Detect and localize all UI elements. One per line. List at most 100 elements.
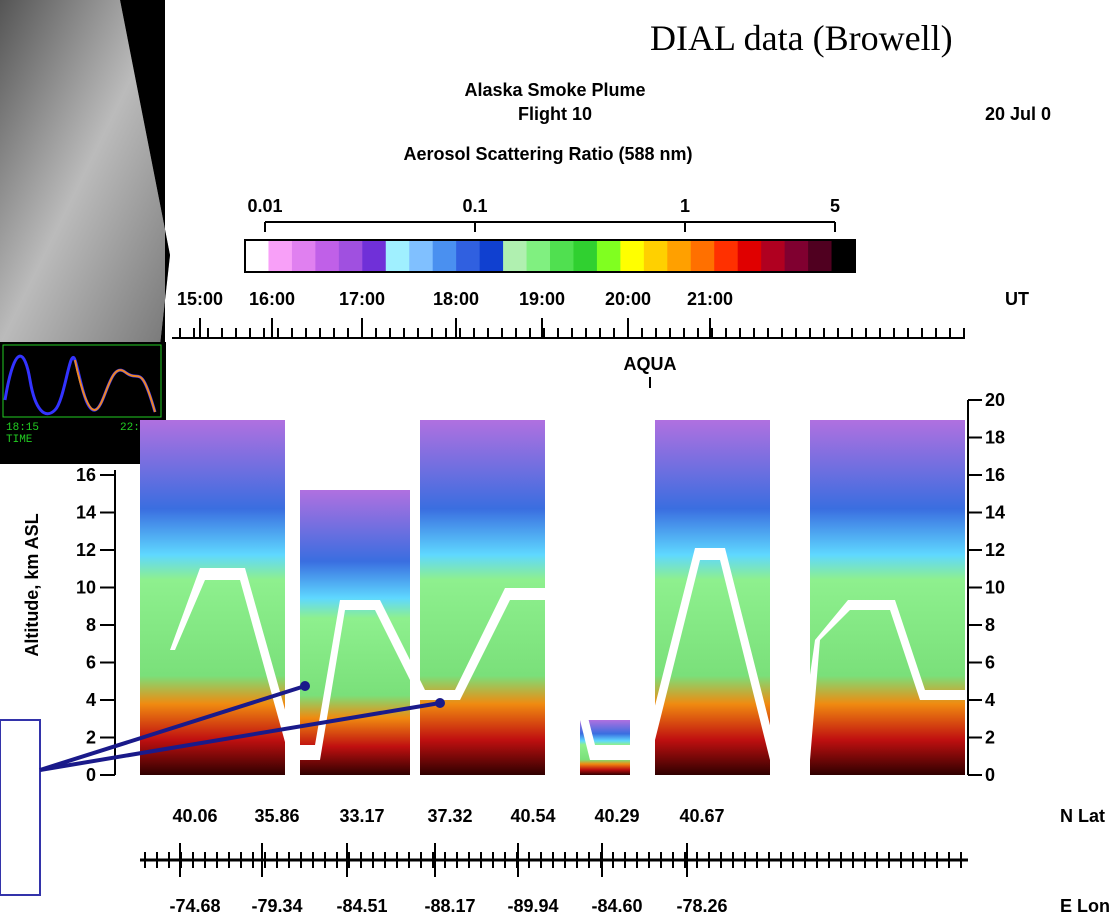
image-border: [120, 0, 170, 345]
lat-label: 35.86: [254, 806, 299, 826]
right-tick-label: 0: [985, 765, 995, 785]
colorbar-cell: [503, 240, 528, 272]
plot-date: 20 Jul 0: [985, 104, 1051, 124]
arrow-head: [300, 681, 310, 691]
colorbar-cell: [526, 240, 551, 272]
lon-label: -74.68: [169, 896, 220, 916]
arrow: [39, 684, 306, 772]
colorbar-cell: [385, 240, 410, 272]
colorbar-cell: [573, 240, 598, 272]
colorbar-cell: [479, 240, 504, 272]
lat-label: 37.32: [427, 806, 472, 826]
colorbar-tick-label: 1: [680, 196, 690, 216]
right-tick-label: 10: [985, 578, 1005, 598]
colorbar-cell: [432, 240, 457, 272]
right-tick-label: 2: [985, 728, 995, 748]
time-tick-label: 16:00: [249, 289, 295, 309]
right-tick-label: 16: [985, 465, 1005, 485]
lat-label: 40.06: [172, 806, 217, 826]
left-tick-label: 8: [86, 615, 96, 635]
time-tick-label: 17:00: [339, 289, 385, 309]
curtain-segment: [810, 420, 965, 775]
lat-label: 33.17: [339, 806, 384, 826]
time-unit: UT: [1005, 289, 1029, 309]
time-tick-label: 21:00: [687, 289, 733, 309]
colorbar-cell: [362, 240, 387, 272]
lat-label: 40.54: [510, 806, 555, 826]
lat-label: N Lat: [1060, 806, 1105, 826]
callout-box: [0, 719, 41, 896]
colorbar-cell: [831, 240, 856, 272]
colorbar-cell: [338, 240, 363, 272]
left-tick-label: 2: [86, 728, 96, 748]
right-tick-label: 4: [985, 690, 995, 710]
colorbar-cell: [737, 240, 762, 272]
left-tick-label: 4: [86, 690, 96, 710]
left-tick-label: 16: [76, 465, 96, 485]
colorbar-tick-label: 5: [830, 196, 840, 216]
colorbar-cell: [268, 240, 293, 272]
plot-title: Flight 10: [518, 104, 592, 124]
satellite-image: [0, 0, 170, 345]
lon-label: -84.51: [336, 896, 387, 916]
inset-curve-2: [74, 359, 156, 413]
colorbar-cell: [550, 240, 574, 272]
colorbar-cell: [714, 240, 739, 272]
left-tick-label: 6: [86, 653, 96, 673]
lat-label: 40.29: [594, 806, 639, 826]
colorbar-tick-label: 0.1: [462, 196, 487, 216]
lon-label: -78.26: [676, 896, 727, 916]
flight-gap: [170, 548, 965, 760]
colorbar-cell: [620, 240, 645, 272]
inset-axis: TIME: [6, 434, 33, 446]
left-tick-label: 12: [76, 540, 96, 560]
right-tick-label: 8: [985, 615, 995, 635]
lon-label: -84.60: [591, 896, 642, 916]
colorbar-cell: [245, 240, 269, 272]
colorbar-cell: [456, 240, 481, 272]
inset-panel: [0, 342, 166, 464]
colorbar-cell: [291, 240, 316, 272]
colorbar-cell: [667, 240, 692, 272]
lat-label: 40.67: [679, 806, 724, 826]
colorbar-cell: [596, 240, 621, 272]
right-tick-label: 14: [985, 503, 1005, 523]
figure: 0.01 0.1 1 5 15:00 16:00 17:00 18:00 19:00 20:00 2…: [39, 196, 1005, 916]
colorbar-cell: [409, 240, 434, 272]
left-tick-label: 14: [76, 503, 96, 523]
left-tick-label: 10: [76, 578, 96, 598]
left-tick-label: 0: [86, 765, 96, 785]
right-tick-label: 12: [985, 540, 1005, 560]
colorbar-cell: [784, 240, 809, 272]
time-tick-label: 15:00: [177, 289, 223, 309]
colorbar-tick-label: 0.01: [247, 196, 282, 216]
right-tick-label: 20: [985, 390, 1005, 410]
colorbar-frame: [244, 239, 856, 273]
arrow: [39, 701, 441, 772]
colorbar-cell: [315, 240, 340, 272]
y-label: Altitude, km ASL: [22, 513, 42, 656]
lon-label: -88.17: [424, 896, 475, 916]
curtain-segment: [140, 420, 285, 775]
colorbar-cell: [808, 240, 833, 272]
lon-label: -89.94: [507, 896, 558, 916]
right-tick-label: 18: [985, 428, 1005, 448]
time-tick-label: 19:00: [519, 289, 565, 309]
right-tick-label: 6: [985, 653, 995, 673]
time-tick-label: 20:00: [605, 289, 651, 309]
plot-title: Alaska Smoke Plume: [464, 80, 645, 100]
plot-subtitle: Aerosol Scattering Ratio (588 nm): [403, 144, 692, 164]
arrow-head: [435, 698, 445, 708]
inset-start: 18:15: [6, 422, 39, 434]
time-tick-label: 18:00: [433, 289, 479, 309]
lon-label: -79.34: [251, 896, 302, 916]
colorbar-cell: [690, 240, 715, 272]
overpass: AQUA: [624, 354, 677, 374]
curtain-segment: [655, 420, 770, 775]
colorbar-cell: [761, 240, 786, 272]
slide-title: DIAL data (Browell): [650, 18, 953, 58]
lon-label: E Lon: [1060, 896, 1109, 916]
inset-frame: [2, 344, 162, 418]
colorbar-cell: [643, 240, 668, 272]
